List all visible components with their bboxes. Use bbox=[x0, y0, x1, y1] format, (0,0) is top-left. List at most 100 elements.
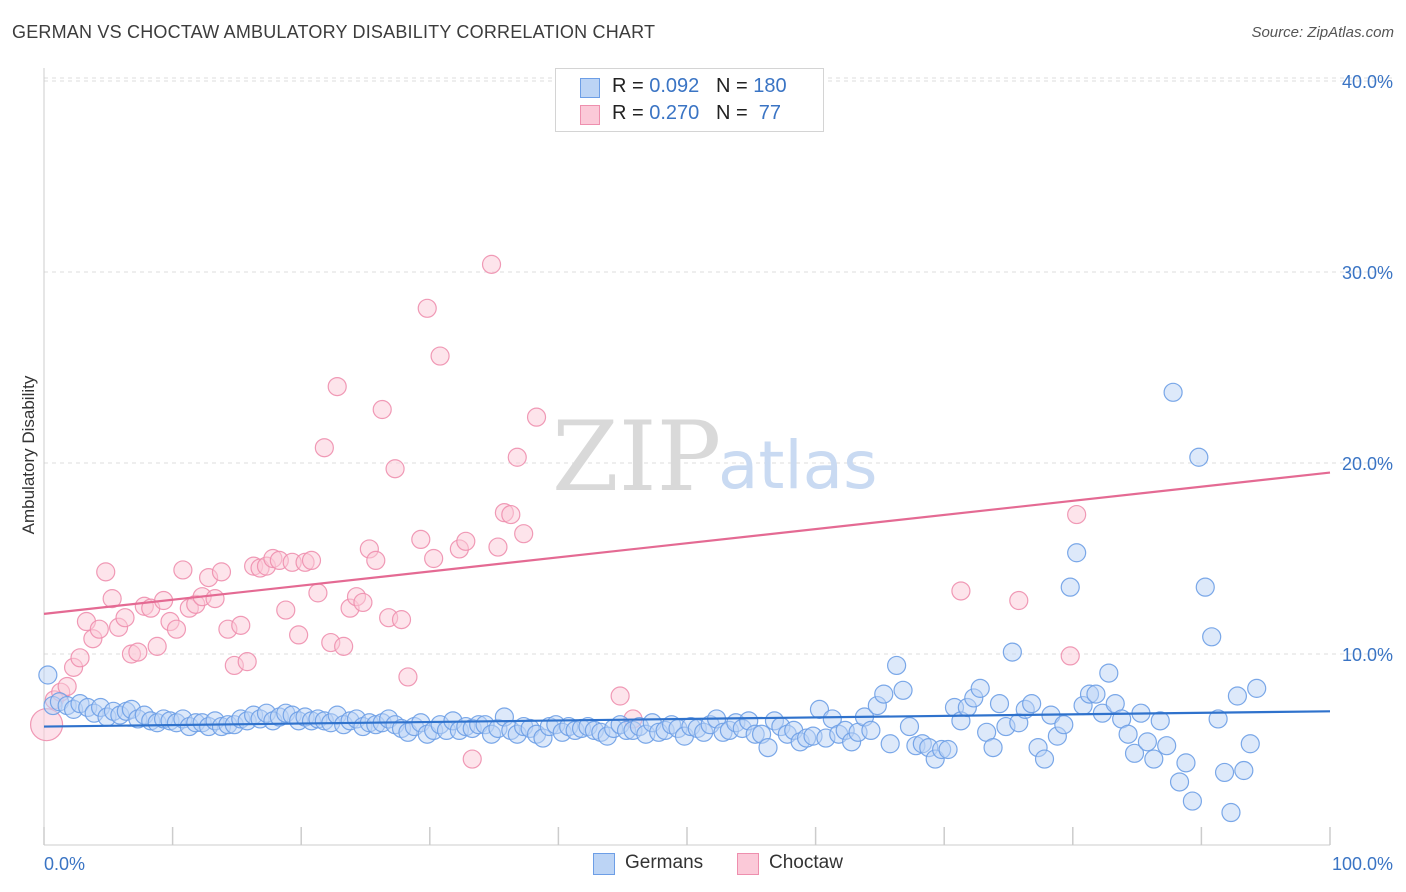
chart-title: GERMAN VS CHOCTAW AMBULATORY DISABILITY … bbox=[12, 22, 656, 42]
bottom-legend-label-choctaw: Choctaw bbox=[769, 852, 843, 873]
germans-point bbox=[1086, 684, 1106, 704]
germans-point bbox=[861, 720, 881, 741]
y-tick-labels: 10.0% 20.0% 30.0% 40.0% bbox=[1342, 72, 1393, 665]
germans-point bbox=[1234, 760, 1254, 781]
germans-point bbox=[1247, 678, 1267, 698]
stats-legend: R = 0.092 N = 180 R = 0.270 N = 77 bbox=[555, 68, 824, 132]
choctaw-point bbox=[289, 625, 309, 645]
choctaw-point bbox=[610, 686, 630, 706]
choctaw-point bbox=[147, 636, 167, 656]
germans-point bbox=[1195, 577, 1215, 597]
germans-point bbox=[989, 694, 1010, 714]
watermark-atlas: atlas bbox=[718, 427, 878, 504]
choctaw-point bbox=[430, 346, 450, 366]
choctaw-point bbox=[128, 642, 148, 662]
y-axis-label: Ambulatory Disability bbox=[19, 375, 38, 534]
germans-point bbox=[758, 737, 778, 758]
legend-n-value-germans: 180 bbox=[753, 75, 787, 97]
germans-point bbox=[1163, 382, 1183, 402]
germans-point bbox=[1150, 711, 1170, 731]
choctaw-point bbox=[417, 298, 437, 318]
germans-point bbox=[1067, 543, 1087, 563]
germans-point bbox=[1002, 642, 1022, 662]
germans-point bbox=[1176, 753, 1196, 773]
germans-point bbox=[1169, 772, 1190, 792]
y-tick-label-20: 20.0% bbox=[1342, 454, 1393, 474]
choctaw-point bbox=[481, 254, 502, 274]
legend-swatch-germans bbox=[580, 78, 600, 98]
trend-lines bbox=[43, 471, 1331, 728]
y-tick-label-40: 40.0% bbox=[1342, 72, 1393, 92]
y-tick-label-10: 10.0% bbox=[1342, 645, 1393, 665]
choctaw-point bbox=[424, 548, 444, 569]
choctaw-point bbox=[70, 648, 90, 668]
bottom-legend-swatch-germans bbox=[593, 853, 615, 875]
germans-point bbox=[893, 680, 913, 700]
legend-n-value-choctaw: 77 bbox=[753, 102, 782, 124]
choctaw-point bbox=[1067, 504, 1087, 525]
germans-point bbox=[1118, 724, 1138, 744]
choctaw-point bbox=[89, 619, 109, 639]
germans-point bbox=[1221, 802, 1241, 823]
choctaw-point bbox=[327, 377, 347, 397]
germans-point bbox=[970, 678, 990, 698]
bottom-legend-label-germans: Germans bbox=[625, 852, 704, 873]
germans-point bbox=[1182, 791, 1202, 811]
germans-point bbox=[1227, 686, 1248, 706]
choctaw-point bbox=[462, 749, 482, 769]
choctaw-point bbox=[514, 524, 534, 544]
choctaw-point bbox=[526, 407, 547, 427]
germans-point bbox=[938, 739, 958, 760]
germans-point bbox=[1034, 749, 1055, 769]
choctaw-point bbox=[366, 550, 386, 571]
germans-point bbox=[1022, 694, 1042, 714]
choctaw-point bbox=[231, 615, 251, 635]
choctaw-point bbox=[115, 608, 135, 628]
choctaw-point bbox=[372, 399, 392, 420]
legend-row-germans: R = 0.092 N = 180 bbox=[580, 75, 787, 101]
legend-n-label-germans: N = bbox=[715, 75, 754, 97]
choctaw-point bbox=[1009, 590, 1029, 611]
germans-point bbox=[887, 655, 907, 676]
choctaw-point bbox=[456, 531, 476, 551]
germans-point bbox=[874, 684, 894, 704]
germans-point bbox=[880, 734, 900, 754]
bottom-legend-swatch-choctaw bbox=[737, 853, 759, 875]
choctaw-point bbox=[96, 562, 116, 582]
choctaw-point bbox=[211, 562, 232, 582]
choctaw-point bbox=[237, 652, 257, 672]
germans-point bbox=[1054, 715, 1074, 735]
germans-point bbox=[1214, 762, 1235, 783]
legend-row-choctaw: R = 0.270 N = 77 bbox=[580, 102, 781, 128]
legend-swatch-choctaw bbox=[580, 105, 600, 125]
choctaw-point bbox=[57, 676, 77, 697]
germans-point bbox=[983, 737, 1003, 758]
germans-point bbox=[899, 716, 920, 737]
choctaw-point bbox=[308, 583, 328, 603]
choctaw-point bbox=[173, 560, 193, 580]
choctaw-point bbox=[411, 529, 431, 550]
axes bbox=[43, 68, 1331, 846]
legend-n-label-choctaw: N = bbox=[715, 102, 754, 124]
y-tick-label-30: 30.0% bbox=[1342, 263, 1393, 283]
germans-point bbox=[38, 665, 58, 685]
watermark-zip: ZIP bbox=[552, 401, 721, 513]
choctaw-point bbox=[334, 636, 354, 656]
legend-r-value-choctaw: 0.270 bbox=[649, 102, 700, 124]
choctaw-point bbox=[385, 459, 405, 479]
chart-source: Source: ZipAtlas.com bbox=[1251, 24, 1394, 41]
choctaw-point bbox=[102, 589, 122, 609]
choctaw-point bbox=[1060, 646, 1080, 666]
choctaw-point bbox=[205, 589, 225, 609]
legend-r-label-germans: R = bbox=[612, 75, 650, 97]
choctaw-point bbox=[353, 592, 373, 613]
germans-trend-line bbox=[43, 710, 1331, 728]
germans-point bbox=[1060, 577, 1080, 597]
choctaw-point bbox=[501, 504, 521, 525]
germans-points bbox=[38, 382, 1267, 823]
x-tick-label-max: 100.0% bbox=[1332, 854, 1393, 874]
choctaw-point bbox=[301, 550, 322, 571]
germans-point bbox=[1202, 627, 1222, 647]
germans-point bbox=[1099, 663, 1119, 683]
